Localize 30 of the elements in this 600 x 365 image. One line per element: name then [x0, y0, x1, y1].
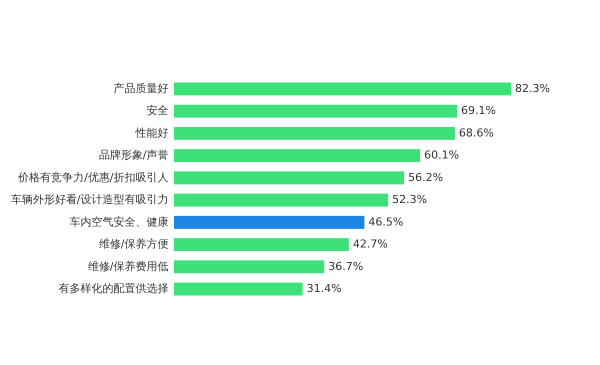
- bar: [174, 194, 388, 207]
- data-label: 31.4%: [306, 282, 342, 296]
- y-tick-label: 维修/保养方便: [98, 238, 168, 251]
- bar: [174, 260, 324, 274]
- y-tick-label: 安全: [146, 104, 168, 118]
- y-tick-label: 品牌形象/声誉: [98, 148, 168, 162]
- y-tick-label: 车内空气安全、健康: [70, 215, 168, 228]
- y-tick-label: 价格有竞争力/优惠/折扣吸引人: [17, 170, 168, 184]
- bar: [174, 238, 349, 252]
- y-tick-label: 有多样化的配置供选择: [58, 282, 168, 296]
- y-tick-label: 维修/保养费用低: [88, 260, 168, 273]
- data-label: 46.5%: [368, 215, 404, 228]
- bar: [174, 216, 364, 229]
- bar: [174, 126, 455, 140]
- data-label: 56.2%: [408, 170, 444, 184]
- bar: [174, 149, 420, 162]
- bar: [174, 171, 404, 184]
- data-label: 69.1%: [460, 104, 496, 118]
- data-label: 36.7%: [328, 260, 364, 273]
- y-tick-label: 产品质量好: [114, 82, 168, 95]
- bar: [174, 104, 457, 118]
- y-tick-label: 车辆外形好看/设计造型有吸引力: [10, 193, 168, 206]
- data-label: 82.3%: [515, 82, 550, 95]
- data-label: 52.3%: [392, 193, 428, 206]
- y-tick-label: 性能好: [134, 126, 168, 140]
- bar: [174, 82, 511, 96]
- bar: [174, 282, 303, 296]
- data-label: 42.7%: [352, 238, 388, 251]
- data-label: 68.6%: [458, 126, 494, 140]
- data-label: 60.1%: [424, 148, 460, 162]
